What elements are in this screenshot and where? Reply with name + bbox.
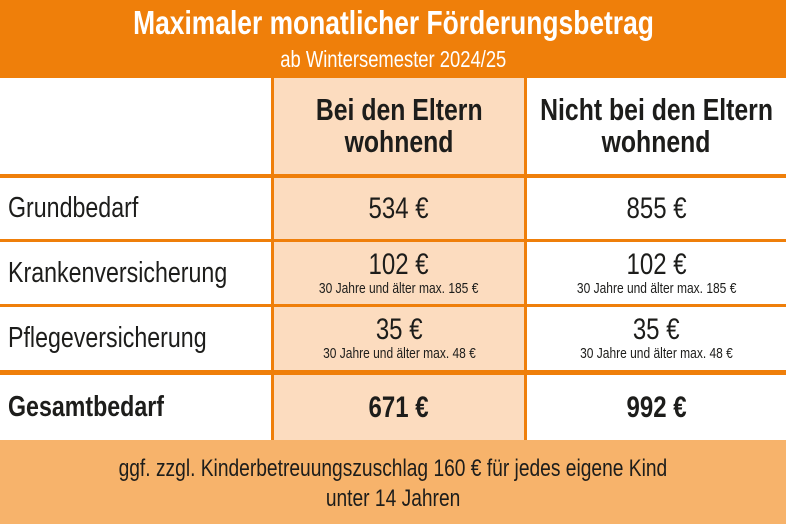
column-header-line: Bei den Eltern (315, 92, 483, 127)
cell-text: 534 € (368, 191, 430, 225)
row-label-pflegeversicherung: Pflegeversicherung (8, 307, 256, 370)
cell-text: 102 € (626, 247, 687, 281)
funding-table: Bei den Eltern wohnend Nicht bei den Elt… (0, 78, 786, 440)
column-header-not-with-parents: Nicht bei den Eltern wohnend (527, 78, 786, 174)
cell-text: Pflegeversicherung (8, 322, 207, 354)
table-subtitle: ab Wintersemester 2024/25 (279, 46, 507, 72)
cell-note: 30 Jahre und älter max. 48 € (322, 345, 476, 362)
table-cell-total: 671 € (274, 375, 524, 440)
row-label-gesamtbedarf: Gesamtbedarf (8, 375, 203, 440)
divider (524, 78, 527, 440)
cell-note: 30 Jahre und älter max. 48 € (580, 345, 733, 362)
row-label-grundbedarf: Grundbedarf (8, 178, 171, 239)
footer-line: ggf. zzgl. Kinderbetreuungszuschlag 160 … (118, 455, 668, 482)
table-cell: 102 €30 Jahre und älter max. 185 € (527, 242, 786, 304)
cell-note: 30 Jahre und älter max. 185 € (319, 279, 479, 297)
column-header-with-parents: Bei den Eltern wohnend (274, 78, 524, 174)
table-cell: 35 €30 Jahre und älter max. 48 € (274, 307, 524, 370)
cell-text: 992 € (626, 390, 687, 424)
cell-text: Gesamtbedarf (8, 391, 165, 423)
column-header-line: wohnend (344, 124, 454, 159)
table-cell: 102 €30 Jahre und älter max. 185 € (274, 242, 524, 304)
cell-text: Grundbedarf (8, 192, 139, 224)
column-header-line: Nicht bei den Eltern (540, 92, 773, 127)
divider (271, 78, 274, 440)
footer-note: ggf. zzgl. Kinderbetreuungszuschlag 160 … (0, 440, 786, 524)
table-header-banner: Maximaler monatlicher Förderungsbetrag a… (0, 0, 786, 78)
divider (0, 370, 786, 375)
divider (0, 174, 786, 178)
column-header-line: wohnend (602, 124, 711, 159)
table-cell: 855 € (527, 178, 786, 239)
table-cell: 35 €30 Jahre und älter max. 48 € (527, 307, 786, 370)
divider (0, 304, 786, 307)
cell-text: 35 € (633, 313, 680, 346)
cell-note: 30 Jahre und älter max. 185 € (576, 279, 737, 297)
table-cell: 534 € (274, 178, 524, 239)
cell-text: 35 € (375, 313, 423, 346)
cell-text: Krankenversicherung (8, 256, 228, 289)
footer-line: unter 14 Jahren (325, 485, 461, 512)
cell-text: 671 € (368, 390, 430, 424)
row-label-krankenversicherung: Krankenversicherung (8, 242, 282, 304)
divider (0, 239, 786, 242)
cell-text: 102 € (368, 247, 430, 281)
table-title: Maximaler monatlicher Förderungsbetrag (132, 4, 654, 41)
highlight-column (272, 78, 525, 440)
table-cell-total: 992 € (527, 375, 786, 440)
cell-text: 855 € (626, 191, 687, 225)
